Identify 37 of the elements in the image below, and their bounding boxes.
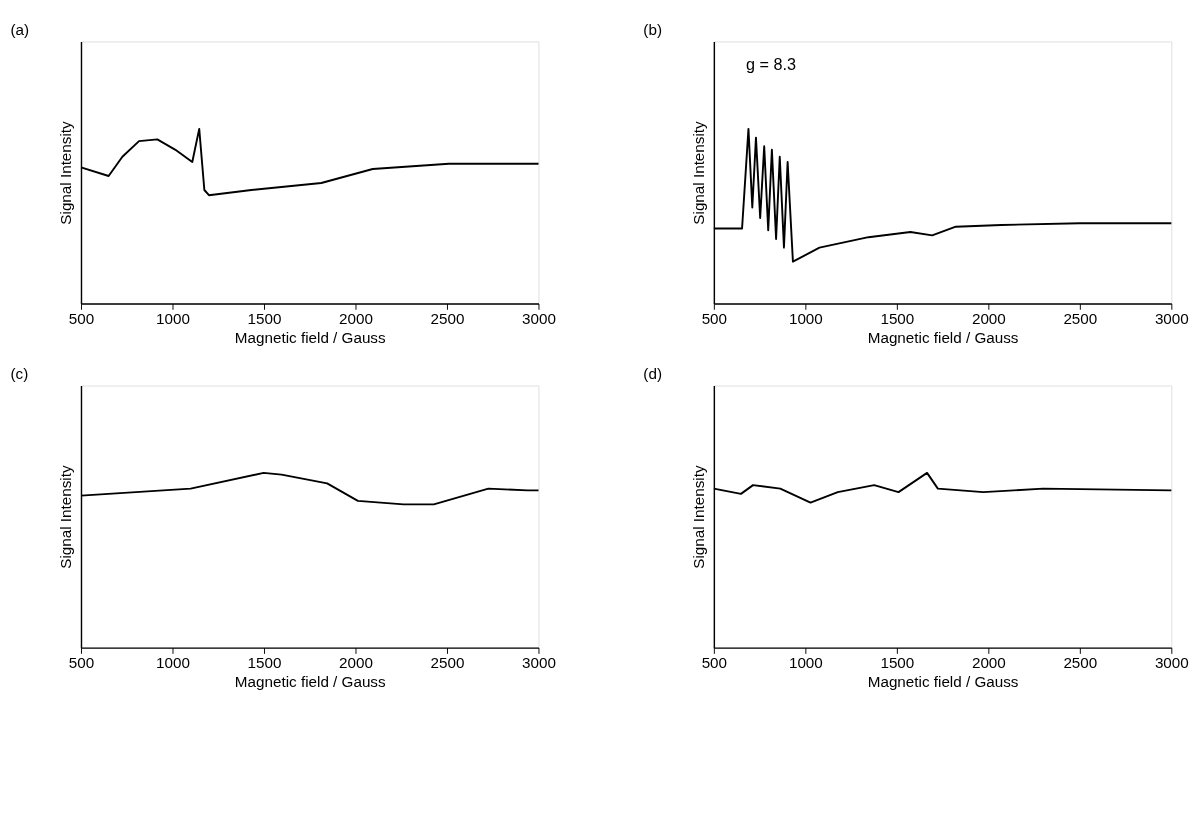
x-tick-label: 500 (701, 310, 728, 328)
x-axis-title: Magnetic field / Gauss (234, 673, 386, 691)
x-tick-label: 1500 (247, 654, 282, 672)
x-tick-label: 2500 (1063, 310, 1098, 328)
x-tick-label: 500 (68, 654, 95, 672)
x-tick-label: 3000 (1154, 654, 1189, 672)
x-tick-label: 3000 (1154, 310, 1189, 328)
y-axis-title: Signal Intensity (57, 120, 75, 225)
x-tick-label: 3000 (522, 654, 556, 672)
text: g = 8.3 (746, 55, 797, 74)
y-axis-title: Signal Intensity (57, 465, 75, 569)
y-axis-title: Signal Intensity (689, 120, 707, 225)
x-tick-label: 2000 (339, 310, 373, 328)
chart-title: (b) (643, 20, 662, 38)
x-tick-label: 1000 (156, 654, 190, 672)
chart-title: (d) (643, 364, 662, 382)
x-tick-label: 2000 (971, 654, 1006, 672)
chart-title: (c) (10, 364, 29, 382)
x-tick-label: 2500 (430, 654, 465, 672)
x-tick-label: 1500 (247, 310, 282, 328)
x-tick-label: 1500 (880, 310, 915, 328)
chart-title: (a) (10, 20, 30, 38)
x-tick-label: 2000 (971, 310, 1006, 328)
x-tick-label: 1500 (880, 654, 915, 672)
x-tick-label: 2000 (339, 654, 373, 672)
x-tick-label: 1000 (156, 310, 190, 328)
x-tick-label: 500 (68, 310, 95, 328)
x-tick-label: 3000 (522, 310, 556, 328)
x-tick-label: 1000 (788, 310, 823, 328)
x-axis-title: Magnetic field / Gauss (867, 673, 1019, 691)
x-tick-label: 2500 (1063, 654, 1098, 672)
x-axis-title: Magnetic field / Gauss (867, 329, 1019, 347)
x-axis-title: Magnetic field / Gauss (234, 329, 386, 347)
x-tick-label: 500 (701, 654, 728, 672)
x-tick-label: 2500 (430, 310, 465, 328)
x-tick-label: 1000 (788, 654, 823, 672)
y-axis-title: Signal Intensity (689, 465, 707, 569)
